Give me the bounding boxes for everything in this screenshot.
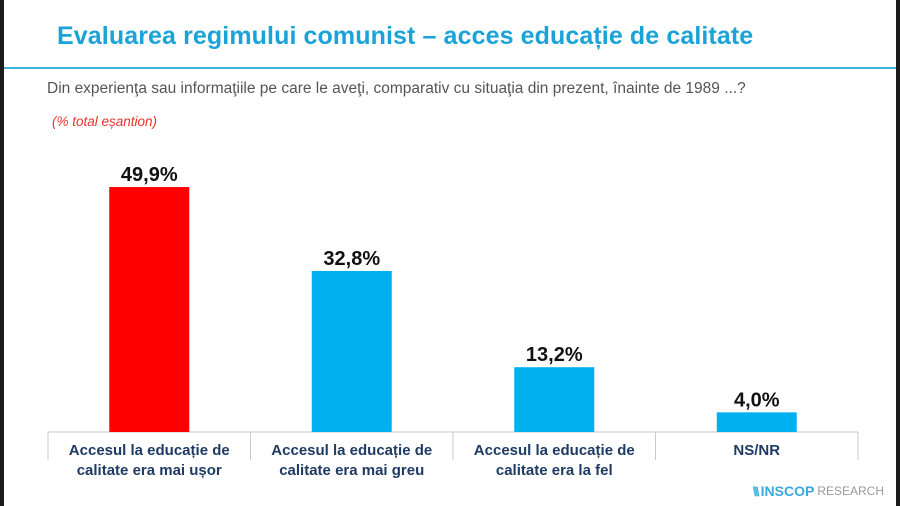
logo-slashes-icon: \\\ [752,483,760,499]
category-label: Accesul la educație de [69,442,230,459]
right-frame-border [896,0,900,506]
logo-suffix-text: RESEARCH [817,484,884,498]
bar [311,270,392,432]
data-label: 13,2% [526,344,583,366]
data-label: 32,8% [323,248,380,270]
category-label: Accesul la educație de [271,442,432,459]
sample-note: (% total eșantion) [52,114,158,129]
left-frame-border [0,0,4,506]
category-label: calitate era mai greu [279,462,424,479]
title-divider [4,67,896,69]
logo-brand-text: INSCOP [760,483,815,499]
bar [514,367,595,432]
bar [109,187,190,432]
bar [716,412,797,432]
data-label: 49,9% [121,164,178,186]
survey-question: Din experienţa sau informaţiile pe care … [47,80,746,97]
category-label: calitate era mai ușor [77,462,222,479]
category-label: NS/NR [733,442,780,459]
slide-title: Evaluarea regimului comunist – acces edu… [57,22,754,50]
data-label: 4,0% [734,389,780,411]
category-label: Accesul la educație de [474,442,635,459]
category-label: calitate era la fel [496,462,613,479]
inscop-logo: \\\ INSCOP RESEARCH [753,483,884,499]
